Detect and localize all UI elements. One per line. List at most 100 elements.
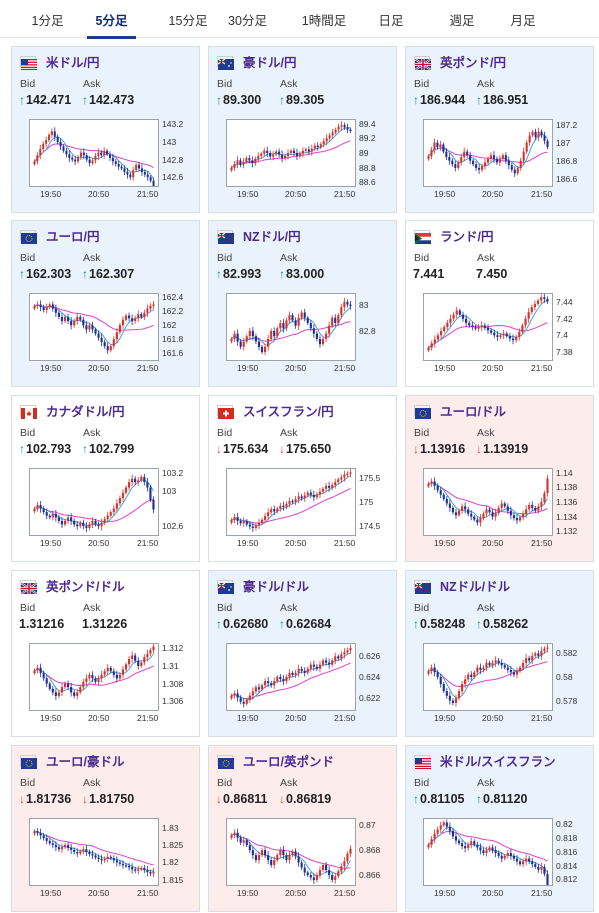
currency-pair-link[interactable]: ユーロ/ドル: [440, 404, 506, 419]
candle: [500, 852, 503, 863]
currency-pair-link[interactable]: NZドル/ドル: [440, 579, 511, 594]
candle-body: [242, 161, 245, 165]
moving-average-short-line: [231, 652, 351, 701]
candle-body: [275, 151, 278, 155]
price-chart[interactable]: 7.44 7.42 7.4 7.38 19:50 20:50 21:50: [423, 293, 591, 385]
currency-pair-link[interactable]: 豪ドル/円: [243, 55, 297, 70]
price-chart[interactable]: 103.2 103 102.6 19:50 20:50 21:50: [29, 468, 197, 560]
candle: [45, 136, 48, 148]
candle: [334, 872, 337, 884]
candle-body: [62, 146, 65, 151]
candle: [132, 166, 135, 181]
tab-月足[interactable]: 月足: [510, 14, 536, 28]
tab-日足[interactable]: 日足: [378, 14, 404, 28]
currency-pair-link[interactable]: ユーロ/豪ドル: [46, 754, 125, 769]
currency-pair-link[interactable]: ランド/円: [440, 229, 494, 244]
price-chart[interactable]: 0.87 0.868 0.866 19:50 20:50 21:50: [226, 818, 394, 910]
candle-body: [506, 506, 509, 511]
tab-1分足[interactable]: 1分足: [31, 14, 64, 28]
tab-1時間足[interactable]: 1時間足: [301, 14, 347, 28]
candle-body: [47, 134, 50, 141]
rate-card[interactable]: 豪ドル/ドル Bid Ask ↑0.62680 ↑0.62684 0.626 0.624 0.…: [208, 570, 397, 737]
rate-card[interactable]: 米ドル/スイスフラン Bid Ask ↑0.81105 ↑0.81120 0.82 0.81…: [405, 745, 594, 912]
currency-pair-link[interactable]: ユーロ/英ポンド: [243, 754, 334, 769]
price-chart[interactable]: 1.83 1.825 1.82 1.815 19:50 20:50 21:50: [29, 818, 197, 910]
currency-pair-link[interactable]: 米ドル/円: [46, 55, 100, 70]
currency-pair-link[interactable]: 米ドル/スイスフラン: [440, 754, 556, 769]
rate-card[interactable]: 豪ドル/円 Bid Ask ↑89.300 ↑89.305 89.4 89.2 89 88.8 8…: [208, 46, 397, 213]
candle: [251, 522, 254, 533]
tab-5分足[interactable]: 5分足: [87, 0, 136, 39]
candle-body: [134, 318, 137, 322]
rate-card[interactable]: 米ドル/円 Bid Ask ↑142.471 ↑142.473 143.2 143 142.8…: [11, 46, 200, 213]
candle-body: [464, 506, 467, 510]
candle: [343, 648, 346, 659]
price-chart[interactable]: 1.14 1.138 1.136 1.134 1.132 19:50 20:50 21:50: [423, 468, 591, 560]
candle-body: [272, 154, 275, 157]
candle-body: [33, 831, 36, 834]
price-chart[interactable]: 0.582 0.58 0.578 19:50 20:50 21:50: [423, 643, 591, 735]
rate-card[interactable]: カナダドル/円 Bid Ask ↑102.793 ↑102.799 103.2 103 102…: [11, 395, 200, 562]
y-tick-label: 1.134: [556, 511, 578, 522]
candle: [88, 849, 91, 857]
candle-body: [123, 168, 126, 172]
rate-card[interactable]: ユーロ/英ポンド Bid Ask ↓0.86811 ↓0.86819 0.87 0.868 0…: [208, 745, 397, 912]
candle: [328, 321, 331, 338]
rate-card[interactable]: スイスフラン/円 Bid Ask ↓175.634 ↓175.650 175.5 175 17…: [208, 395, 397, 562]
rate-card[interactable]: 英ポンド/円 Bid Ask ↑186.944 ↑186.951 187.2 187 186.…: [405, 46, 594, 213]
currency-pair-link[interactable]: 英ポンド/ドル: [46, 579, 125, 594]
rate-card[interactable]: ランド/円 Bid Ask 7.441 7.450 7.44 7.42 7.4 7.38 19:5…: [405, 220, 594, 387]
currency-pair-link[interactable]: スイスフラン/円: [243, 404, 334, 419]
ask-price: 1.31226: [82, 617, 127, 631]
currency-pair-link[interactable]: ユーロ/円: [46, 229, 100, 244]
price-chart[interactable]: 175.5 175 174.5 19:50 20:50 21:50: [226, 468, 394, 560]
price-chart[interactable]: 162.4 162.2 162 161.8 161.6 19:50 20:50 21:50: [29, 292, 197, 385]
candle: [334, 314, 337, 327]
rate-card[interactable]: NZドル/ドル Bid Ask ↑0.58248 ↑0.58262 0.582 0.58 0.…: [405, 570, 594, 737]
candle-body: [430, 149, 433, 157]
candle-body: [245, 840, 248, 846]
rate-card[interactable]: NZドル/円 Bid Ask ↑82.993 ↑83.000 83 82.8 19:50 20:…: [208, 220, 397, 387]
tab-30分足[interactable]: 30分足: [228, 14, 267, 28]
bid-value: 162.303: [26, 267, 72, 281]
candle: [257, 152, 260, 163]
rate-card[interactable]: 英ポンド/ドル Bid Ask 1.31216 1.31226 1.312 1.31 1.30…: [11, 570, 200, 737]
candle-body: [509, 669, 512, 673]
candle-body: [531, 504, 534, 508]
candle-body: [527, 312, 530, 319]
candle: [131, 651, 134, 664]
ask-value: 1.81750: [89, 792, 135, 806]
rate-card[interactable]: ユーロ/豪ドル Bid Ask ↓1.81736 ↓1.81750 1.83 1.825 1.…: [11, 745, 200, 912]
candle: [443, 325, 446, 334]
new-zealand-flag-icon: [217, 229, 234, 244]
candlestick-svg: [230, 644, 352, 708]
candle: [451, 158, 454, 167]
candle: [495, 156, 498, 166]
price-chart[interactable]: 0.82 0.818 0.816 0.814 0.812 19:50 20:50 21:50: [423, 818, 591, 910]
price-chart[interactable]: 143.2 143 142.8 142.6 19:50 20:50 21:50: [29, 119, 197, 211]
tab-15分足[interactable]: 15分足: [168, 14, 208, 28]
candle: [230, 336, 233, 344]
candle-body: [51, 513, 54, 518]
price-chart[interactable]: 0.626 0.624 0.622 19:50 20:50 21:50: [226, 643, 394, 735]
candle: [103, 339, 106, 349]
candle: [260, 344, 264, 355]
bid-label: Bid: [20, 777, 36, 789]
price-chart[interactable]: 83 82.8 19:50 20:50 21:50: [226, 293, 394, 385]
candle-body: [485, 850, 488, 854]
candle-body: [334, 656, 337, 661]
rate-card[interactable]: ユーロ/ドル Bid Ask ↓1.13916 ↓1.13919 1.14 1.138 1.1…: [405, 395, 594, 562]
currency-pair-link[interactable]: 豪ドル/ドル: [243, 579, 309, 594]
candle-body: [138, 164, 141, 169]
rate-card[interactable]: ユーロ/円 Bid Ask ↑162.303 ↑162.307 162.4 162.2 162…: [11, 220, 200, 387]
price-chart[interactable]: 89.4 89.2 89 88.8 88.6 19:50 20:50 21:50: [226, 119, 394, 211]
ask-value: 102.799: [89, 442, 135, 456]
tab-週足[interactable]: 週足: [449, 14, 475, 28]
currency-pair-link[interactable]: カナダドル/円: [46, 404, 125, 419]
candle: [236, 689, 239, 702]
candle: [60, 517, 64, 529]
price-chart[interactable]: 187.2 187 186.8 186.6 19:50 20:50 21:50: [423, 119, 591, 211]
currency-pair-link[interactable]: 英ポンド/円: [440, 55, 506, 70]
currency-pair-link[interactable]: NZドル/円: [243, 229, 301, 244]
price-chart[interactable]: 1.312 1.31 1.308 1.306 19:50 20:50 21:50: [29, 643, 197, 735]
